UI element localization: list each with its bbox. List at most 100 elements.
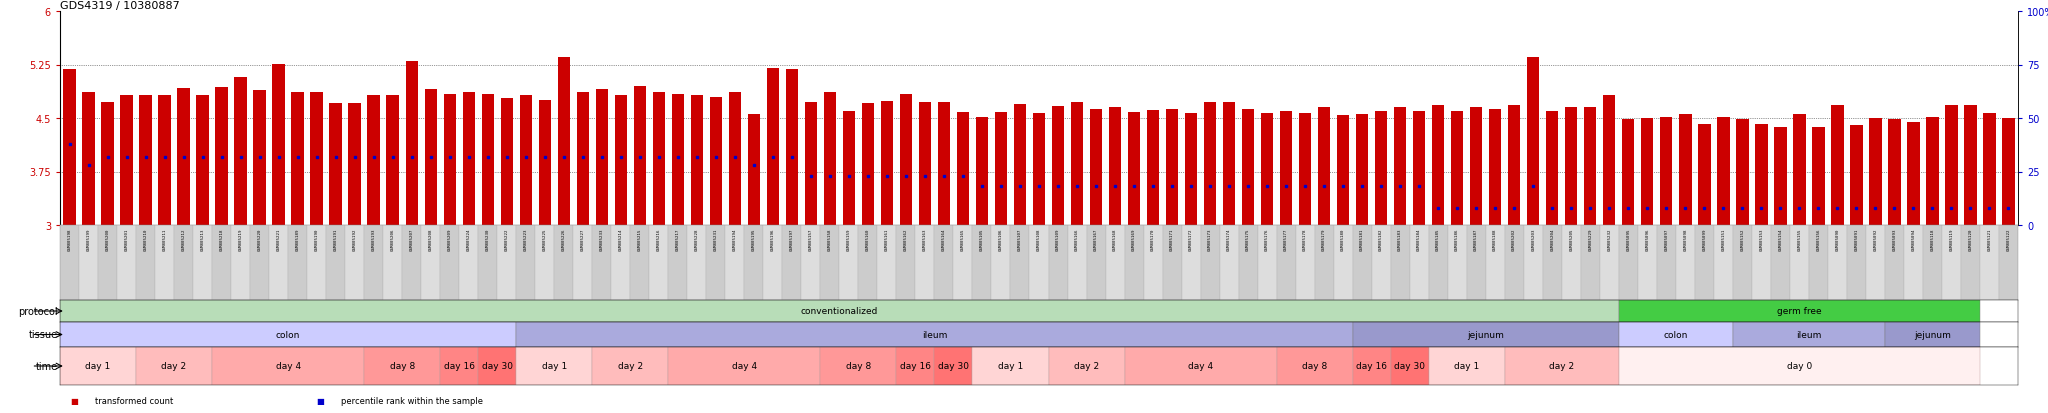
Bar [1470, 108, 1483, 225]
Text: GSM805183: GSM805183 [1399, 228, 1403, 250]
Bar [98, 225, 117, 300]
Bar [1847, 225, 1866, 300]
Bar [367, 96, 379, 225]
Bar [1071, 102, 1083, 225]
Bar [1565, 108, 1577, 225]
Bar [59, 225, 80, 300]
Bar [1942, 225, 1962, 300]
Bar [1714, 225, 1733, 300]
Text: GSM805174: GSM805174 [1227, 228, 1231, 250]
Text: GSM805210: GSM805210 [143, 228, 147, 250]
Bar [1581, 225, 1599, 300]
Text: GSM805165: GSM805165 [961, 228, 965, 250]
Bar [516, 322, 1352, 347]
Bar [934, 225, 954, 300]
Bar [1790, 225, 1808, 300]
Text: GSM805179: GSM805179 [1323, 228, 1327, 250]
Text: tissue: tissue [29, 330, 57, 339]
Text: GSM805172: GSM805172 [1190, 228, 1194, 250]
Bar [1618, 225, 1638, 300]
Bar [1774, 127, 1786, 225]
Text: day 4: day 4 [276, 362, 301, 370]
Bar [156, 225, 174, 300]
Bar [1657, 225, 1675, 300]
Text: GSM805151: GSM805151 [1722, 228, 1724, 250]
Bar [1182, 225, 1200, 300]
Text: GSM805106: GSM805106 [999, 228, 1004, 250]
Bar [250, 225, 268, 300]
Text: GSM805221: GSM805221 [276, 228, 281, 250]
Bar [1053, 107, 1065, 225]
Bar [1999, 225, 2017, 300]
Text: GSM805211: GSM805211 [162, 228, 166, 250]
Bar [1794, 115, 1806, 225]
Bar [1542, 225, 1563, 300]
Bar [213, 347, 365, 385]
Bar [1049, 347, 1124, 385]
Bar [991, 225, 1010, 300]
Bar [135, 347, 213, 385]
Bar [307, 225, 326, 300]
Text: GSM805186: GSM805186 [1456, 228, 1460, 250]
Bar [1946, 106, 1958, 225]
Text: GSM805118: GSM805118 [1931, 228, 1935, 250]
Bar [842, 112, 856, 225]
Bar [805, 102, 817, 225]
Text: GSM805201: GSM805201 [125, 228, 129, 250]
Bar [1143, 225, 1163, 300]
Text: GSM805228: GSM805228 [694, 228, 698, 250]
Bar [653, 93, 666, 225]
Bar [1391, 225, 1409, 300]
Text: day 2: day 2 [618, 362, 643, 370]
Text: GSM805094: GSM805094 [1911, 228, 1915, 250]
Text: GSM805192: GSM805192 [352, 228, 356, 250]
Text: GSM805169: GSM805169 [1133, 228, 1137, 250]
Text: GSM805198: GSM805198 [68, 228, 72, 250]
Bar [1505, 225, 1524, 300]
Bar [801, 225, 821, 300]
Bar [59, 322, 516, 347]
Bar [440, 347, 479, 385]
Text: GSM805222: GSM805222 [504, 228, 508, 250]
Text: GSM805175: GSM805175 [1245, 228, 1249, 250]
Text: GSM805166: GSM805166 [1075, 228, 1079, 250]
Bar [1505, 347, 1618, 385]
Bar [1049, 225, 1067, 300]
Text: day 16: day 16 [899, 362, 932, 370]
Bar [1888, 120, 1901, 225]
Text: GSM805092: GSM805092 [1874, 228, 1878, 250]
Text: GSM805154: GSM805154 [1778, 228, 1782, 250]
Bar [1165, 110, 1178, 225]
Bar [1352, 347, 1391, 385]
Bar [63, 70, 76, 225]
Bar [1413, 112, 1425, 225]
Bar [707, 225, 725, 300]
Bar [1124, 347, 1276, 385]
Text: GSM805158: GSM805158 [827, 228, 831, 250]
Text: germ free: germ free [1778, 307, 1823, 316]
Bar [215, 88, 227, 225]
Text: ileum: ileum [1796, 330, 1821, 339]
Text: GSM805108: GSM805108 [1036, 228, 1040, 250]
Bar [764, 225, 782, 300]
Bar [1032, 114, 1044, 225]
Bar [311, 93, 324, 225]
Bar [1599, 225, 1618, 300]
Text: day 30: day 30 [481, 362, 512, 370]
Bar [387, 96, 399, 225]
Text: GSM805230: GSM805230 [485, 228, 489, 250]
Text: GSM805216: GSM805216 [657, 228, 662, 250]
Bar [840, 225, 858, 300]
Bar [973, 225, 991, 300]
Bar [1884, 322, 1980, 347]
Text: conventionalized: conventionalized [801, 307, 879, 316]
Text: GSM805109: GSM805109 [1057, 228, 1061, 250]
Text: GSM805229: GSM805229 [1589, 228, 1591, 250]
Bar [1927, 117, 1939, 225]
Bar [80, 225, 98, 300]
Bar [1772, 225, 1790, 300]
Bar [1675, 225, 1696, 300]
Bar [1337, 116, 1350, 225]
Text: GSM805177: GSM805177 [1284, 228, 1288, 250]
Text: day 8: day 8 [1303, 362, 1327, 370]
